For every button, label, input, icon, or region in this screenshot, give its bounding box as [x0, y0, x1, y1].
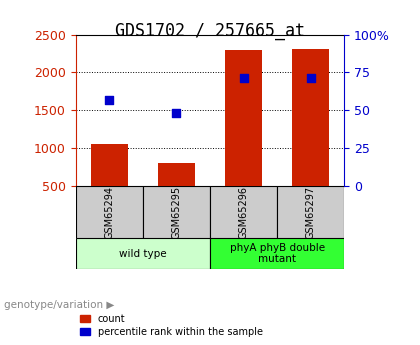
Text: GSM65295: GSM65295: [171, 186, 181, 239]
Bar: [292, 49, 329, 224]
FancyBboxPatch shape: [143, 186, 210, 238]
Point: [106, 97, 113, 102]
Text: GSM65296: GSM65296: [239, 186, 249, 239]
Bar: [158, 164, 195, 224]
Bar: [225, 50, 262, 224]
Text: genotype/variation ▶: genotype/variation ▶: [4, 300, 115, 310]
Bar: [91, 145, 128, 224]
FancyBboxPatch shape: [210, 238, 344, 269]
FancyBboxPatch shape: [277, 186, 344, 238]
Text: phyA phyB double
mutant: phyA phyB double mutant: [230, 243, 325, 265]
Text: GSM65297: GSM65297: [306, 186, 316, 239]
Text: wild type: wild type: [119, 249, 167, 259]
Point: [240, 76, 247, 81]
Text: GSM65294: GSM65294: [104, 186, 114, 239]
Point: [307, 76, 314, 81]
FancyBboxPatch shape: [76, 238, 210, 269]
Text: GDS1702 / 257665_at: GDS1702 / 257665_at: [115, 22, 305, 40]
FancyBboxPatch shape: [76, 186, 143, 238]
Legend: count, percentile rank within the sample: count, percentile rank within the sample: [81, 314, 263, 337]
Point: [173, 111, 180, 116]
FancyBboxPatch shape: [210, 186, 277, 238]
